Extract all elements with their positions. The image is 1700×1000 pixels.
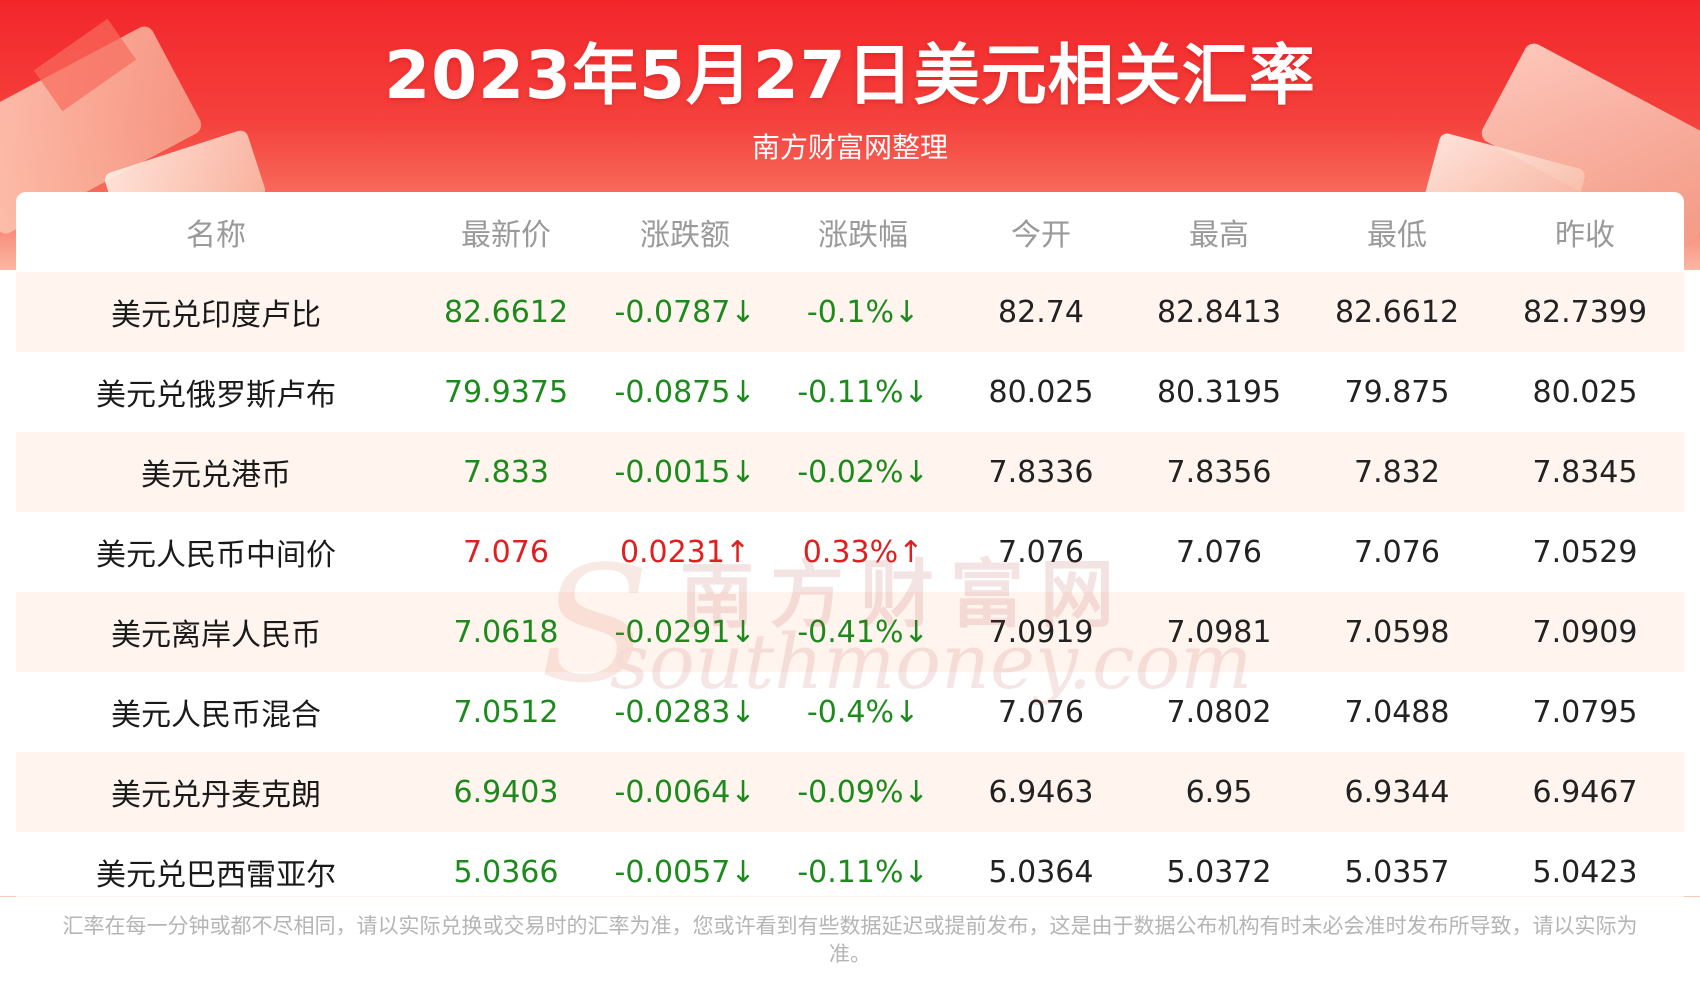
cell-pct: -0.11%↓ bbox=[774, 832, 952, 912]
cell-name: 美元兑港币 bbox=[16, 432, 416, 512]
cell-low: 82.6612 bbox=[1308, 272, 1486, 352]
cell-latest: 7.0512 bbox=[416, 672, 596, 752]
cell-low: 7.076 bbox=[1308, 512, 1486, 592]
cell-latest: 7.0618 bbox=[416, 592, 596, 672]
cell-latest: 82.6612 bbox=[416, 272, 596, 352]
cell-latest: 7.076 bbox=[416, 512, 596, 592]
cell-name: 美元兑印度卢比 bbox=[16, 272, 416, 352]
cell-high: 7.0981 bbox=[1130, 592, 1308, 672]
cell-pct: -0.09%↓ bbox=[774, 752, 952, 832]
cell-open: 7.076 bbox=[952, 512, 1130, 592]
cell-prev: 7.0909 bbox=[1486, 592, 1684, 672]
table-row: 美元兑印度卢比 82.6612 -0.0787↓ -0.1%↓ 82.74 82… bbox=[16, 272, 1684, 352]
cell-low: 7.0598 bbox=[1308, 592, 1486, 672]
col-header-open: 今开 bbox=[1011, 218, 1071, 253]
cell-change: -0.0015↓ bbox=[596, 432, 774, 512]
table-row: 美元兑丹麦克朗 6.9403 -0.0064↓ -0.09%↓ 6.9463 6… bbox=[16, 752, 1684, 832]
table-header-row: 名称 最新价 涨跌额 涨跌幅 今开 最高 最低 昨收 bbox=[16, 192, 1684, 272]
page-title: 2023年5月27日美元相关汇率 bbox=[384, 37, 1316, 114]
cell-high: 6.95 bbox=[1130, 752, 1308, 832]
table-row: 美元兑俄罗斯卢布 79.9375 -0.0875↓ -0.11%↓ 80.025… bbox=[16, 352, 1684, 432]
cell-open: 5.0364 bbox=[952, 832, 1130, 912]
cell-high: 5.0372 bbox=[1130, 832, 1308, 912]
cell-prev: 7.8345 bbox=[1486, 432, 1684, 512]
col-header-high: 最高 bbox=[1189, 218, 1249, 253]
cell-name: 美元兑巴西雷亚尔 bbox=[16, 832, 416, 912]
cell-latest: 7.833 bbox=[416, 432, 596, 512]
cell-high: 7.076 bbox=[1130, 512, 1308, 592]
col-header-name: 名称 bbox=[186, 218, 246, 253]
cell-name: 美元离岸人民币 bbox=[16, 592, 416, 672]
cell-low: 5.0357 bbox=[1308, 832, 1486, 912]
cell-prev: 7.0529 bbox=[1486, 512, 1684, 592]
cell-high: 80.3195 bbox=[1130, 352, 1308, 432]
cell-change: -0.0064↓ bbox=[596, 752, 774, 832]
cell-open: 6.9463 bbox=[952, 752, 1130, 832]
cell-prev: 5.0423 bbox=[1486, 832, 1684, 912]
col-header-pct: 涨跌幅 bbox=[818, 218, 908, 253]
cell-name: 美元人民币混合 bbox=[16, 672, 416, 752]
cell-high: 82.8413 bbox=[1130, 272, 1308, 352]
table-row: 美元离岸人民币 7.0618 -0.0291↓ -0.41%↓ 7.0919 7… bbox=[16, 592, 1684, 672]
cell-pct: -0.4%↓ bbox=[774, 672, 952, 752]
cell-change: -0.0283↓ bbox=[596, 672, 774, 752]
cell-prev: 6.9467 bbox=[1486, 752, 1684, 832]
cell-change: 0.0231↑ bbox=[596, 512, 774, 592]
table-row: 美元人民币中间价 7.076 0.0231↑ 0.33%↑ 7.076 7.07… bbox=[16, 512, 1684, 592]
cell-open: 7.0919 bbox=[952, 592, 1130, 672]
cell-name: 美元兑俄罗斯卢布 bbox=[16, 352, 416, 432]
col-header-change: 涨跌额 bbox=[640, 218, 730, 253]
cell-low: 7.832 bbox=[1308, 432, 1486, 512]
cell-pct: 0.33%↑ bbox=[774, 512, 952, 592]
cell-low: 79.875 bbox=[1308, 352, 1486, 432]
cell-open: 80.025 bbox=[952, 352, 1130, 432]
cell-change: -0.0875↓ bbox=[596, 352, 774, 432]
cell-pct: -0.11%↓ bbox=[774, 352, 952, 432]
cell-low: 6.9344 bbox=[1308, 752, 1486, 832]
rate-table-card: 名称 最新价 涨跌额 涨跌幅 今开 最高 最低 昨收 美元兑印度卢比 82.66… bbox=[16, 192, 1684, 912]
cell-prev: 7.0795 bbox=[1486, 672, 1684, 752]
cell-open: 82.74 bbox=[952, 272, 1130, 352]
page-subtitle: 南方财富网整理 bbox=[751, 131, 948, 164]
cell-change: -0.0057↓ bbox=[596, 832, 774, 912]
cell-name: 美元兑丹麦克朗 bbox=[16, 752, 416, 832]
col-header-low: 最低 bbox=[1367, 218, 1427, 253]
cell-latest: 5.0366 bbox=[416, 832, 596, 912]
cell-high: 7.0802 bbox=[1130, 672, 1308, 752]
table-row: 美元兑巴西雷亚尔 5.0366 -0.0057↓ -0.11%↓ 5.0364 … bbox=[16, 832, 1684, 912]
col-header-prev: 昨收 bbox=[1555, 218, 1615, 253]
cell-pct: -0.02%↓ bbox=[774, 432, 952, 512]
cell-prev: 82.7399 bbox=[1486, 272, 1684, 352]
cell-open: 7.8336 bbox=[952, 432, 1130, 512]
cell-pct: -0.1%↓ bbox=[774, 272, 952, 352]
cell-pct: -0.41%↓ bbox=[774, 592, 952, 672]
cell-change: -0.0787↓ bbox=[596, 272, 774, 352]
cell-change: -0.0291↓ bbox=[596, 592, 774, 672]
rate-table: 名称 最新价 涨跌额 涨跌幅 今开 最高 最低 昨收 美元兑印度卢比 82.66… bbox=[16, 192, 1684, 912]
cell-prev: 80.025 bbox=[1486, 352, 1684, 432]
cell-latest: 79.9375 bbox=[416, 352, 596, 432]
table-row: 美元人民币混合 7.0512 -0.0283↓ -0.4%↓ 7.076 7.0… bbox=[16, 672, 1684, 752]
cell-low: 7.0488 bbox=[1308, 672, 1486, 752]
cell-latest: 6.9403 bbox=[416, 752, 596, 832]
cell-open: 7.076 bbox=[952, 672, 1130, 752]
cell-name: 美元人民币中间价 bbox=[16, 512, 416, 592]
table-row: 美元兑港币 7.833 -0.0015↓ -0.02%↓ 7.8336 7.83… bbox=[16, 432, 1684, 512]
footer-disclaimer: 汇率在每一分钟或都不尽相同，请以实际兑换或交易时的汇率为准，您或许看到有些数据延… bbox=[62, 914, 1638, 966]
cell-high: 7.8356 bbox=[1130, 432, 1308, 512]
col-header-latest: 最新价 bbox=[461, 218, 551, 253]
